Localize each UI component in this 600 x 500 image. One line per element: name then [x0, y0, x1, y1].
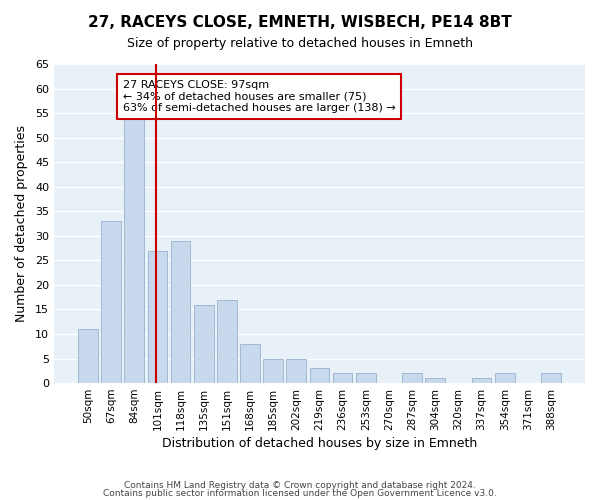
- Bar: [472, 378, 491, 383]
- Text: 27 RACEYS CLOSE: 97sqm
← 34% of detached houses are smaller (75)
63% of semi-det: 27 RACEYS CLOSE: 97sqm ← 34% of detached…: [123, 80, 396, 113]
- Text: Contains HM Land Registry data © Crown copyright and database right 2024.: Contains HM Land Registry data © Crown c…: [124, 481, 476, 490]
- Bar: [78, 329, 98, 383]
- Y-axis label: Number of detached properties: Number of detached properties: [15, 125, 28, 322]
- Bar: [194, 304, 214, 383]
- Bar: [101, 221, 121, 383]
- Text: Size of property relative to detached houses in Emneth: Size of property relative to detached ho…: [127, 38, 473, 51]
- Bar: [356, 374, 376, 383]
- Bar: [310, 368, 329, 383]
- Bar: [170, 240, 190, 383]
- Bar: [495, 374, 515, 383]
- Bar: [240, 344, 260, 383]
- Bar: [333, 374, 352, 383]
- Bar: [541, 374, 561, 383]
- Text: 27, RACEYS CLOSE, EMNETH, WISBECH, PE14 8BT: 27, RACEYS CLOSE, EMNETH, WISBECH, PE14 …: [88, 15, 512, 30]
- Bar: [402, 374, 422, 383]
- Bar: [148, 250, 167, 383]
- X-axis label: Distribution of detached houses by size in Emneth: Distribution of detached houses by size …: [162, 437, 477, 450]
- Bar: [425, 378, 445, 383]
- Bar: [263, 358, 283, 383]
- Bar: [286, 358, 306, 383]
- Text: Contains public sector information licensed under the Open Government Licence v3: Contains public sector information licen…: [103, 488, 497, 498]
- Bar: [124, 118, 144, 383]
- Bar: [217, 300, 236, 383]
